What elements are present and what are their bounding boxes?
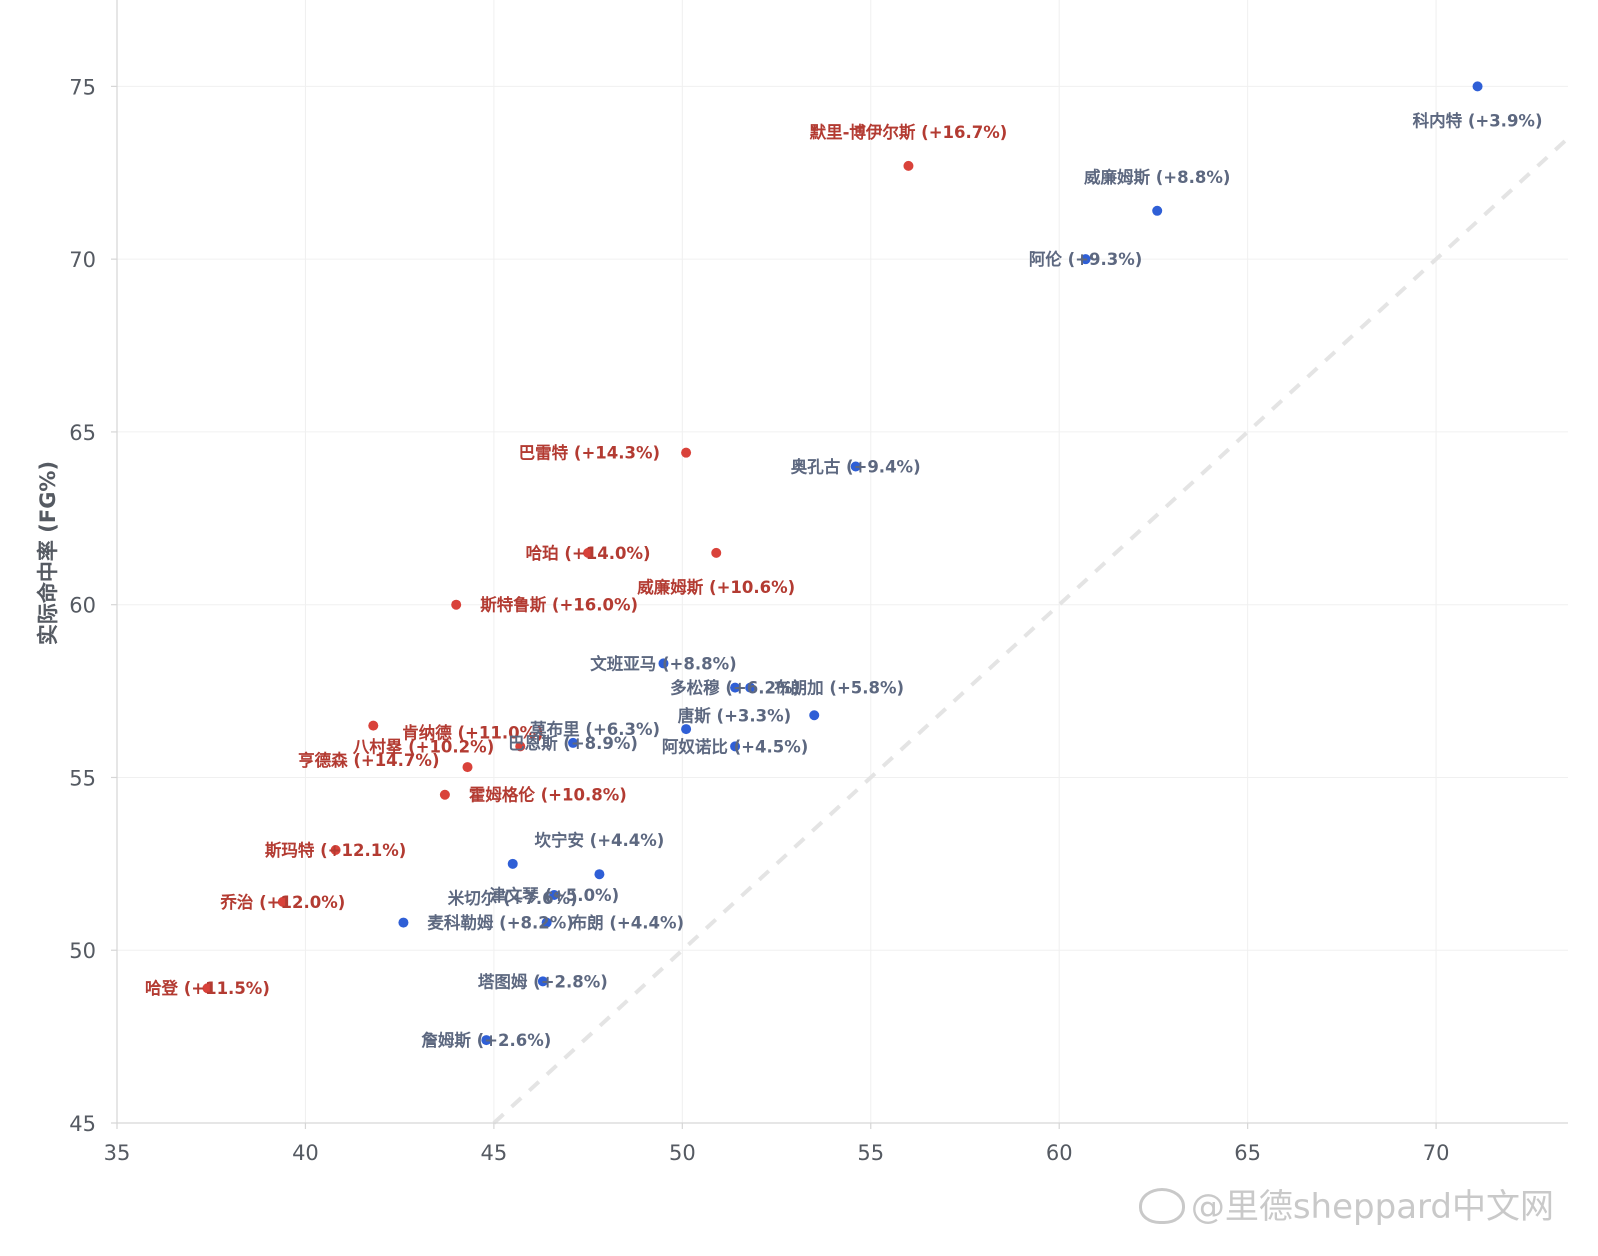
data-point bbox=[850, 461, 861, 472]
point-label: 布朗加 (+5.8%) bbox=[774, 678, 904, 698]
point-label: 莫布里 (+6.3%) bbox=[530, 719, 660, 739]
data-point bbox=[330, 845, 341, 856]
x-tick-label: 35 bbox=[104, 1141, 131, 1165]
point-label: 詹姆斯 (+2.6%) bbox=[421, 1030, 551, 1050]
data-points bbox=[202, 81, 1483, 1046]
point-label: 麦科勒姆 (+8.2%) bbox=[427, 913, 573, 933]
point-label: 布朗 (+4.4%) bbox=[571, 913, 684, 933]
data-point bbox=[745, 682, 756, 693]
point-label: 米切尔 (+7.6%) bbox=[448, 888, 578, 908]
data-point bbox=[541, 917, 552, 928]
data-point bbox=[481, 1035, 492, 1046]
point-label: 阿伦 (+9.3%) bbox=[1029, 249, 1142, 269]
data-point bbox=[1080, 254, 1091, 265]
y-tick-label: 65 bbox=[69, 421, 96, 445]
point-label: 巴恩斯 (+8.9%) bbox=[508, 733, 638, 753]
point-label: 乔治 (+12.0%) bbox=[219, 892, 345, 912]
point-label: 默里-博伊尔斯 (+16.7%) bbox=[810, 122, 1008, 142]
x-tick-label: 50 bbox=[669, 1141, 696, 1165]
data-point bbox=[568, 737, 579, 748]
point-label: 奥孔古 (+9.4%) bbox=[791, 456, 921, 476]
point-label: 科内特 (+3.9%) bbox=[1413, 110, 1543, 130]
point-label: 威廉姆斯 (+8.8%) bbox=[1084, 167, 1230, 187]
data-point bbox=[681, 724, 692, 735]
point-label: 坎宁安 (+4.4%) bbox=[534, 830, 664, 850]
y-tick-label: 60 bbox=[69, 594, 96, 618]
data-point bbox=[681, 447, 692, 458]
point-label: 威廉姆斯 (+10.6%) bbox=[637, 577, 795, 597]
point-label: 阿奴诺比 (+4.5%) bbox=[662, 736, 808, 756]
data-point bbox=[277, 896, 288, 907]
data-point bbox=[1152, 205, 1163, 216]
data-point bbox=[658, 658, 669, 669]
point-label: 八村塁 (+10.2%) bbox=[353, 736, 494, 756]
point-label: 塔图姆 (+2.8%) bbox=[478, 971, 608, 991]
data-point bbox=[594, 869, 605, 880]
data-point bbox=[730, 741, 741, 752]
axes: 35 40 45 50 55 60 65 70 45 50 55 60 65 70 75 bbox=[69, 0, 1568, 1165]
point-label: 哈珀 (+14.0%) bbox=[526, 543, 651, 563]
x-tick-label: 60 bbox=[1046, 1141, 1073, 1165]
y-tick-label: 45 bbox=[69, 1112, 96, 1136]
point-label: 哈登 (+11.5%) bbox=[145, 978, 270, 998]
x-tick-label: 40 bbox=[292, 1141, 319, 1165]
data-point bbox=[1472, 81, 1483, 92]
point-label: 文班亚马 (+8.8%) bbox=[590, 653, 736, 673]
point-label: 霍姆格伦 (+10.8%) bbox=[469, 785, 627, 805]
data-point bbox=[711, 547, 722, 558]
data-point bbox=[202, 983, 213, 994]
weibo-icon bbox=[1138, 1187, 1185, 1224]
y-tick-label: 75 bbox=[69, 75, 96, 99]
y-tick-label: 50 bbox=[69, 939, 96, 963]
point-labels: 默里-博伊尔斯 (+16.7%) 巴雷特 (+14.3%) 哈珀 (+14.0%) 威… bbox=[145, 110, 1543, 1050]
data-point bbox=[583, 547, 594, 558]
grid bbox=[116, 0, 1568, 1124]
point-label: 斯特鲁斯 (+16.0%) bbox=[480, 595, 638, 615]
point-label: 亨德森 (+14.7%) bbox=[298, 750, 439, 770]
identity-line bbox=[492, 136, 1570, 1125]
data-point bbox=[537, 976, 548, 987]
x-tick-label: 70 bbox=[1423, 1141, 1450, 1165]
data-point bbox=[398, 917, 409, 928]
data-point bbox=[462, 762, 473, 773]
reference-line bbox=[492, 136, 1570, 1125]
data-point bbox=[451, 599, 462, 610]
x-tick-label: 65 bbox=[1234, 1141, 1261, 1165]
point-label: 多松穆 (+6.2%) bbox=[670, 678, 800, 698]
x-tick-label: 55 bbox=[857, 1141, 884, 1165]
point-label: 唐斯 (+3.3%) bbox=[678, 705, 791, 725]
x-tick-label: 45 bbox=[481, 1141, 508, 1165]
data-point bbox=[368, 720, 379, 731]
data-point bbox=[515, 741, 526, 752]
point-label: 斯玛特 (+12.1%) bbox=[265, 840, 406, 860]
data-point bbox=[549, 889, 560, 900]
watermark-text: @里德sheppard中文网 bbox=[1190, 1187, 1554, 1227]
watermark: @里德sheppard中文网 bbox=[1138, 1179, 1554, 1228]
data-point bbox=[903, 160, 914, 171]
y-tick-label: 70 bbox=[69, 248, 96, 272]
y-tick-label: 55 bbox=[69, 766, 96, 790]
y-axis-title: 实际命中率 (FG%) bbox=[36, 461, 60, 645]
data-point bbox=[730, 682, 741, 693]
data-point bbox=[809, 710, 820, 721]
data-point bbox=[507, 858, 518, 869]
point-label: 肯纳德 (+11.0%) bbox=[402, 723, 543, 743]
point-label: 巴雷特 (+14.3%) bbox=[519, 443, 660, 463]
data-point bbox=[439, 789, 450, 800]
point-label: 津文琴 (+5.0%) bbox=[489, 885, 619, 905]
